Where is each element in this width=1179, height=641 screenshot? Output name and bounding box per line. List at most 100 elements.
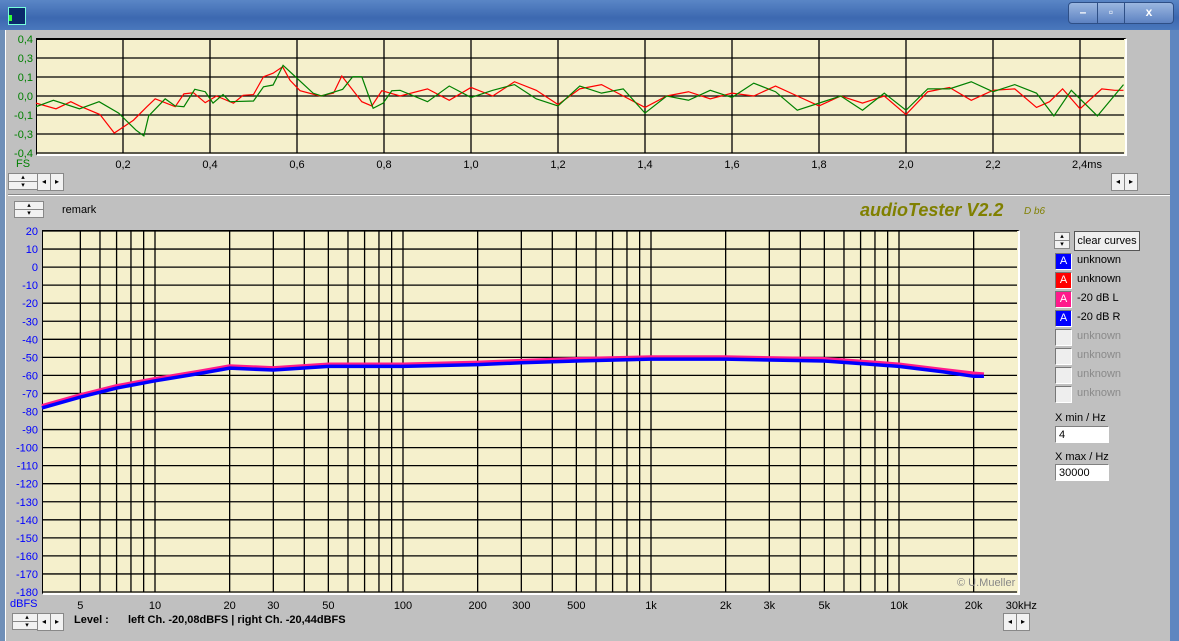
spectrum-y-tick-label: 10	[26, 244, 38, 256]
scope-x-tick-label: 0,8	[376, 159, 391, 171]
spectrum-y-tick-label: -30	[22, 316, 38, 328]
curve-toggle-5[interactable]	[1055, 329, 1072, 346]
curve-label[interactable]: unknown	[1077, 368, 1122, 380]
spectrum-x-tick-label: 3k	[764, 600, 776, 612]
spectrum-y-tick-label: 0	[32, 262, 38, 274]
spectrum-curve-left	[41, 355, 985, 408]
scope-x-tick-label: 2,4ms	[1072, 159, 1102, 171]
spectrum-x-tick-label: 50	[322, 600, 334, 612]
scope-trace-left	[35, 65, 1124, 134]
spectrum-x-tick-label: 100	[394, 600, 412, 612]
scope-trace-right	[35, 64, 1124, 137]
spectrum-y-tick-label: -130	[16, 497, 38, 509]
curve-toggle-8[interactable]	[1055, 386, 1072, 403]
curve-toggle-1[interactable]: A	[1055, 253, 1072, 270]
app-version: D b6	[1024, 206, 1046, 217]
spectrum-curve-right	[41, 357, 984, 410]
scope-x-tick-label: 0,6	[289, 159, 304, 171]
scope-y-tick-label: 0,0	[18, 91, 33, 103]
spectrum-y-unit: dBFS	[10, 598, 38, 610]
spectrum-y-tick-label: -110	[17, 461, 38, 473]
spectrum-y-tick-label: -50	[22, 352, 38, 364]
remark-spinner[interactable]: ▴ ▾	[14, 201, 44, 218]
spectrum-y-tick-label: -70	[22, 388, 38, 400]
spectrum-y-tick-label: -170	[16, 569, 38, 581]
clear-curves-button[interactable]: clear curves	[1074, 231, 1140, 251]
app-icon[interactable]	[8, 7, 26, 25]
curve-toggle-6[interactable]	[1055, 348, 1072, 365]
close-button[interactable]: x	[1124, 2, 1174, 24]
scope-x-tick-label: 1,0	[463, 159, 478, 171]
spectrum-y-tick-label: -60	[22, 370, 38, 382]
xmin-input[interactable]: 4	[1055, 426, 1109, 443]
app-title: audioTester V2.2	[860, 200, 1004, 220]
scope-right-scroll-right-button[interactable]: ▸	[1124, 173, 1138, 191]
scope-x-tick-label: 2,2	[985, 159, 1000, 171]
xmax-input[interactable]: 30000	[1055, 464, 1109, 481]
spectrum-y-tick-label: -20	[22, 298, 38, 310]
spectrum-y-tick-label: -120	[16, 479, 38, 491]
spectrum-right-scroll-right-button[interactable]: ▸	[1016, 613, 1030, 631]
curve-label[interactable]: unknown	[1077, 254, 1122, 266]
spectrum-scroll-right-button[interactable]: ▸	[50, 613, 64, 631]
legend-spinner[interactable]: ▴ ▾	[1054, 232, 1070, 249]
scope-x-tick-label: 0,2	[115, 159, 130, 171]
curve-label[interactable]: unknown	[1077, 273, 1122, 285]
spectrum-y-tick-label: -40	[22, 334, 38, 346]
xmin-label: X min / Hz	[1055, 412, 1106, 424]
spectrum-x-tick-label: 200	[468, 600, 486, 612]
spectrum-plot	[42, 230, 1020, 595]
spectrum-x-tick-label: 1k	[645, 600, 657, 612]
scope-scroll-right-button[interactable]: ▸	[50, 173, 64, 191]
spectrum-zoom-spinner[interactable]: ▴ ▾	[12, 613, 42, 630]
scope-x-tick-label: 2,0	[898, 159, 913, 171]
title-bar: – ▫ x	[0, 0, 1179, 30]
spectrum-y-tick-label: -150	[16, 533, 38, 545]
scope-y-tick-label: 0,1	[18, 72, 33, 84]
spectrum-x-tick-label: 30	[267, 600, 279, 612]
spectrum-x-tick-label: 20	[224, 600, 236, 612]
scope-y-tick-label: -0,3	[14, 129, 33, 141]
spectrum-right-scroll-left-button[interactable]: ◂	[1003, 613, 1017, 631]
panel-divider	[8, 194, 1170, 196]
spectrum-x-tick-label: 30kHz	[1006, 600, 1037, 612]
copyright-text: © U.Mueller	[957, 577, 1016, 589]
spectrum-y-tick-label: -80	[22, 407, 38, 419]
spectrum-scroll-left-button[interactable]: ◂	[37, 613, 51, 631]
window-border	[1170, 30, 1179, 641]
spectrum-x-tick-label: 10k	[890, 600, 908, 612]
curve-label[interactable]: -20 dB L	[1077, 292, 1119, 304]
scope-x-tick-label: 1,6	[724, 159, 739, 171]
spectrum-y-tick-label: 20	[26, 226, 38, 238]
remark-label: remark	[62, 204, 97, 216]
spectrum-y-tick-label: -160	[16, 551, 38, 563]
level-readout: left Ch. -20,08dBFS | right Ch. -20,44dB…	[128, 614, 346, 626]
scope-zoom-spinner[interactable]: ▴ ▾	[8, 173, 38, 190]
scope-x-tick-label: 0,4	[202, 159, 217, 171]
scope-x-tick-label: 1,2	[550, 159, 565, 171]
curve-toggle-7[interactable]	[1055, 367, 1072, 384]
curve-toggle-2[interactable]: A	[1055, 272, 1072, 289]
spectrum-x-tick-label: 500	[567, 600, 585, 612]
spectrum-y-tick-label: -180	[16, 587, 38, 599]
scope-x-tick-label: 1,4	[637, 159, 652, 171]
spectrum-x-tick-label: 5k	[819, 600, 831, 612]
spectrum-x-tick-label: 300	[512, 600, 530, 612]
curve-label[interactable]: unknown	[1077, 349, 1122, 361]
curve-label[interactable]: unknown	[1077, 387, 1122, 399]
spectrum-y-tick-label: -90	[22, 425, 38, 437]
spectrum-y-tick-label: -10	[22, 280, 38, 292]
scope-x-tick-label: 1,8	[811, 159, 826, 171]
scope-y-tick-label: -0,4	[14, 148, 33, 160]
curve-toggle-3[interactable]: A	[1055, 291, 1072, 308]
curve-toggle-4[interactable]: A	[1055, 310, 1072, 327]
spectrum-x-tick-label: 20k	[965, 600, 983, 612]
scope-y-tick-label: 0,3	[18, 53, 33, 65]
scope-y-tick-label: -0,1	[14, 110, 33, 122]
curve-label[interactable]: -20 dB R	[1077, 311, 1121, 323]
spectrum-x-tick-label: 2k	[720, 600, 732, 612]
spectrum-x-tick-label: 10	[149, 600, 161, 612]
curve-label[interactable]: unknown	[1077, 330, 1122, 342]
scope-y-tick-label: 0,4	[18, 34, 33, 46]
